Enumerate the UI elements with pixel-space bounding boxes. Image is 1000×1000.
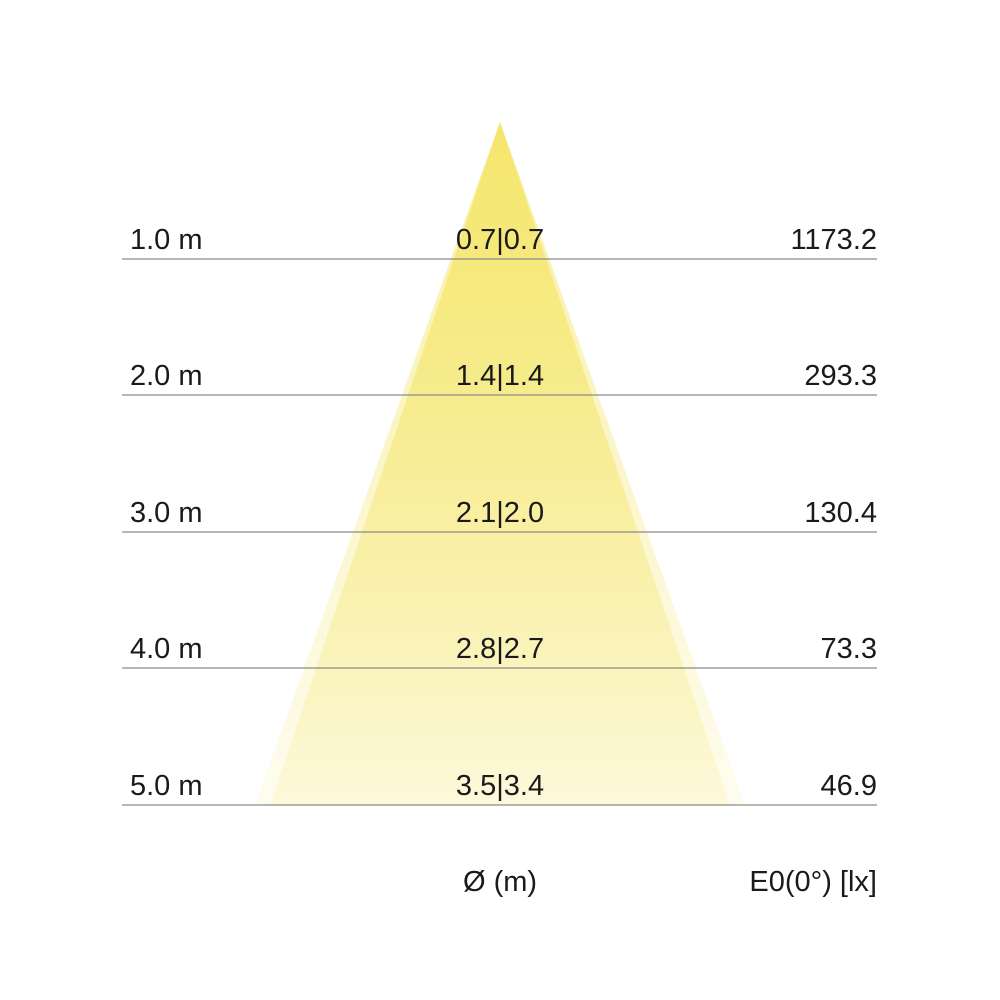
illuminance-value: 293.3: [804, 360, 877, 392]
distance-label: 3.0 m: [130, 497, 203, 529]
illuminance-value: 1173.2: [790, 224, 877, 256]
diameter-value: 2.1|2.0: [456, 497, 544, 529]
distance-label: 1.0 m: [130, 224, 203, 256]
distance-label: 4.0 m: [130, 633, 203, 665]
distance-label: 5.0 m: [130, 770, 203, 802]
diameter-column-label: Ø (m): [463, 866, 537, 898]
diameter-value: 1.4|1.4: [456, 360, 544, 392]
illuminance-value: 130.4: [804, 497, 877, 529]
distance-label: 2.0 m: [130, 360, 203, 392]
illuminance-value: 73.3: [821, 633, 877, 665]
illuminance-column-label: E0(0°) [lx]: [749, 866, 877, 898]
diameter-value: 0.7|0.7: [456, 224, 544, 256]
illuminance-value: 46.9: [821, 770, 877, 802]
diameter-value: 2.8|2.7: [456, 633, 544, 665]
inner-beam-cone: [270, 122, 730, 805]
diameter-value: 3.5|3.4: [456, 770, 544, 802]
